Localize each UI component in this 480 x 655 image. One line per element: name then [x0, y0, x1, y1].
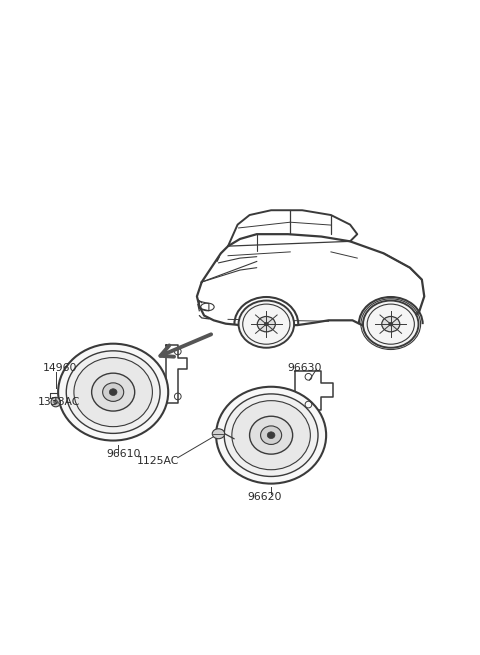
Circle shape — [54, 400, 58, 404]
Ellipse shape — [389, 322, 393, 326]
Ellipse shape — [103, 383, 124, 402]
Ellipse shape — [382, 316, 400, 332]
Ellipse shape — [212, 429, 225, 439]
Text: 96620: 96620 — [247, 493, 282, 502]
Ellipse shape — [250, 416, 293, 454]
Circle shape — [51, 398, 60, 407]
Ellipse shape — [109, 389, 117, 396]
Ellipse shape — [66, 351, 160, 434]
Ellipse shape — [264, 322, 268, 326]
Ellipse shape — [58, 344, 168, 441]
Text: 14960: 14960 — [43, 363, 77, 373]
Ellipse shape — [216, 386, 326, 483]
Ellipse shape — [261, 426, 282, 445]
Text: 1338AC: 1338AC — [38, 397, 81, 407]
Text: 96630: 96630 — [288, 363, 323, 373]
Ellipse shape — [92, 373, 135, 411]
Ellipse shape — [257, 316, 276, 332]
Ellipse shape — [363, 301, 419, 348]
Ellipse shape — [232, 401, 311, 470]
Ellipse shape — [224, 394, 318, 476]
Text: 1125AC: 1125AC — [137, 456, 180, 466]
Ellipse shape — [74, 358, 153, 426]
Ellipse shape — [267, 432, 275, 439]
Text: 96610: 96610 — [106, 449, 141, 459]
Ellipse shape — [239, 301, 294, 348]
